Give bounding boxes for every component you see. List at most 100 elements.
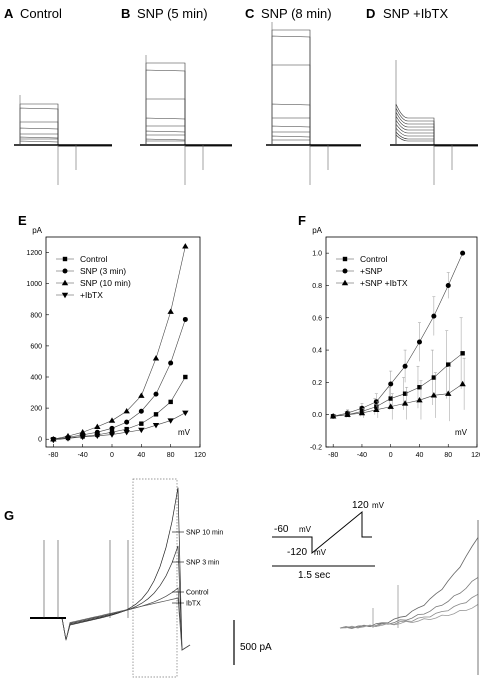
x-tick-label: -80 (328, 452, 338, 459)
x-tick-label: 80 (444, 452, 452, 459)
legend-label: SNP (3 min) (80, 266, 126, 276)
x-tick-label: 40 (137, 452, 145, 459)
data-point-triangle-up (344, 411, 351, 417)
current-trace (140, 130, 232, 147)
series-control (51, 374, 188, 442)
data-point-circle (388, 381, 394, 387)
data-point-triangle-up (387, 403, 394, 409)
data-point-square (342, 256, 348, 262)
data-point-square (153, 412, 159, 417)
x-tick-label: 0 (389, 452, 393, 459)
panel-letter-a: A (4, 6, 14, 21)
x-tick-label: -40 (78, 452, 88, 459)
panel-letter-d: D (366, 6, 375, 21)
data-point-circle (168, 360, 174, 366)
data-point-triangle-up (329, 413, 337, 419)
data-point-circle (124, 419, 130, 425)
protocol-unit: mV (299, 525, 312, 534)
panel-letter-b: B (121, 6, 130, 21)
zoomed-ramp-trace (339, 577, 479, 629)
plot-frame (325, 236, 478, 448)
protocol-duration: 1.5 sec (298, 570, 330, 581)
current-trace (140, 69, 232, 147)
data-point-square (109, 430, 115, 435)
y-tick-label: 0.8 (312, 283, 322, 290)
series-snp-3-min- (50, 316, 188, 442)
voltage-protocol (272, 510, 372, 555)
legend-label: Control (360, 254, 388, 264)
series-line (333, 253, 463, 417)
x-tick-label: 120 (194, 452, 206, 459)
annotation-label: SNP 3 min (186, 560, 219, 567)
series-line (333, 353, 463, 417)
data-point-square (139, 421, 144, 426)
panel-title-b: SNP (5 min) (137, 6, 208, 21)
protocol-low-voltage: -120 (287, 547, 307, 558)
y-tick-label: 0.0 (312, 412, 322, 419)
data-point-triangle-up (373, 406, 380, 413)
y-tick-label: 1000 (26, 281, 42, 288)
series-line (53, 376, 186, 440)
data-point-square (417, 385, 422, 390)
y-tick-label: 0.4 (312, 348, 322, 355)
y-tick-label: 200 (30, 406, 42, 413)
panel-title-a: Control (20, 6, 62, 21)
data-point-triangle-down (94, 433, 101, 439)
data-point-triangle-down (182, 410, 189, 416)
y-axis-unit: pA (312, 226, 322, 235)
data-point-triangle-down (50, 437, 57, 444)
trace-family-a (14, 95, 112, 185)
data-point-square (431, 375, 437, 380)
data-point-triangle-up (152, 355, 160, 361)
data-point-square (168, 399, 173, 405)
zoom-region-box (132, 478, 178, 678)
zoomed-ramp-trace (339, 537, 479, 629)
data-point-circle (109, 425, 115, 431)
annotation-label: IbTX (186, 601, 201, 608)
data-point-triangle-up (445, 390, 452, 396)
y-tick-label: 1200 (26, 250, 42, 257)
y-axis-unit: pA (32, 226, 42, 235)
current-trace (266, 131, 361, 147)
data-point-circle (182, 316, 188, 322)
legend-label: SNP (10 min) (80, 278, 131, 288)
panel-letter-f: F (298, 213, 306, 228)
y-tick-label: 600 (30, 343, 42, 350)
data-point-triangle-up (416, 396, 423, 403)
current-trace (140, 125, 232, 147)
current-trace (140, 117, 232, 147)
data-point-square (183, 374, 188, 380)
legend-label: Control (80, 254, 108, 264)
trace-family-b (140, 55, 232, 185)
data-point-triangle-up (79, 429, 86, 435)
data-point-triangle-down (152, 423, 160, 429)
panel-letter-c: C (245, 6, 255, 21)
data-point-circle (342, 268, 348, 274)
protocol-start-voltage: -60 (274, 524, 289, 535)
current-trace (14, 103, 112, 147)
y-tick-label: -0.2 (310, 445, 322, 452)
series--snp-ibtx (329, 357, 466, 422)
data-point-circle (62, 268, 68, 274)
trace-family-c (266, 22, 361, 185)
x-tick-label: -80 (48, 452, 58, 459)
annotation-label: SNP 10 min (186, 530, 223, 537)
series-line (53, 412, 186, 441)
data-point-triangle-up (341, 279, 349, 286)
data-point-triangle-down (108, 432, 116, 438)
current-trace (14, 107, 112, 147)
x-tick-label: 80 (167, 452, 175, 459)
y-tick-label: 0.6 (312, 315, 322, 322)
panel-f-normalized-iv-plot: FpA mV -80 -40 0 40 80 120 -0.2 0.0 0.2 0.4 0.6 0.8 1.… (298, 213, 480, 459)
trace-family-d (390, 60, 478, 185)
protocol-high-voltage: 120 (352, 500, 369, 511)
data-point-triangle-down (123, 430, 130, 436)
zoomed-ramp-trace (339, 593, 479, 629)
y-tick-label: 0 (38, 437, 42, 444)
data-point-triangle-up (459, 380, 466, 387)
x-axis-unit: mV (178, 428, 191, 437)
data-point-triangle-down (138, 427, 145, 434)
data-point-circle (416, 339, 422, 345)
data-point-circle (445, 282, 451, 288)
